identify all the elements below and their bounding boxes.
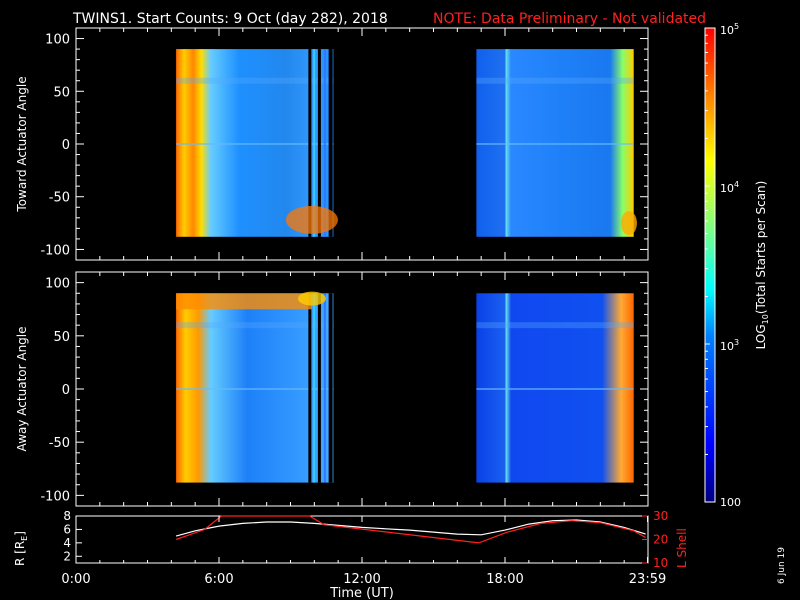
y-tick-label: -50 bbox=[49, 191, 70, 206]
chart-note: NOTE: Data Preliminary - Not validated bbox=[433, 11, 706, 27]
heatmap-hot-spot bbox=[297, 291, 326, 306]
heatmap-gap bbox=[317, 293, 321, 483]
colorbar-tick-label: 105 bbox=[720, 22, 739, 37]
heatmap-zero-band bbox=[176, 143, 334, 145]
x-tick-label: 12:00 bbox=[343, 572, 380, 587]
heatmap-zero-band bbox=[476, 143, 634, 145]
heatmap-gap bbox=[308, 49, 312, 237]
y-tick-label: -100 bbox=[40, 489, 70, 504]
colorbar-label: LOG10(Total Starts per Scan) bbox=[754, 181, 770, 350]
heatmap-block bbox=[176, 49, 334, 237]
heatmap-hot-spot bbox=[285, 205, 338, 234]
y-tick-label: 0 bbox=[62, 138, 70, 153]
y-tick-label: -100 bbox=[40, 243, 70, 258]
ylabel-orbit-r: R [RE] bbox=[13, 531, 29, 566]
ylabel-orbit-lshell: L Shell bbox=[675, 528, 689, 568]
heatmap-gap bbox=[328, 49, 333, 237]
heatmap-band bbox=[476, 77, 634, 84]
x-tick-label: 0:00 bbox=[61, 572, 90, 587]
heatmap-band bbox=[176, 322, 334, 329]
y-tick-label: 6 bbox=[63, 522, 71, 536]
y-tick-label: 100 bbox=[45, 33, 70, 48]
heatmap-gap bbox=[317, 49, 321, 237]
heatmap-gap bbox=[323, 49, 326, 237]
xlabel-time: Time (UT) bbox=[329, 586, 394, 600]
y-tick-label: 50 bbox=[53, 330, 70, 345]
y-tick-label-right: 20 bbox=[653, 533, 668, 547]
heatmap-gap bbox=[313, 49, 316, 237]
x-tick-label: 18:00 bbox=[486, 572, 523, 587]
heatmap-gap bbox=[308, 293, 312, 483]
heatmap-gap bbox=[328, 293, 333, 483]
x-tick-label: 23:59 bbox=[629, 572, 666, 587]
heatmap-block bbox=[476, 293, 634, 483]
y-tick-label: 50 bbox=[53, 85, 70, 100]
heatmap-band bbox=[476, 322, 634, 329]
colorbar-tick-label: 104 bbox=[720, 180, 739, 195]
panel-frame bbox=[75, 515, 649, 564]
ylabel-toward: Toward Actuator Angle bbox=[15, 76, 29, 212]
y-tick-label: 0 bbox=[62, 383, 70, 398]
heatmap-block bbox=[176, 293, 334, 483]
colorbar-tick-label: 100 bbox=[720, 496, 741, 509]
panel-away: 100 50 0 -50 -100 bbox=[40, 271, 649, 507]
heatmap-zero-band bbox=[176, 388, 334, 390]
heatmap-zero-band bbox=[476, 388, 634, 390]
heatmap-hot-spot bbox=[620, 211, 637, 236]
series-radius-line bbox=[175, 519, 646, 537]
y-tick-label: -50 bbox=[49, 436, 70, 451]
colorbar-tick-label: 103 bbox=[720, 338, 739, 353]
ylabel-away: Away Actuator Angle bbox=[15, 326, 29, 451]
chart-title: TWINS1. Start Counts: 9 Oct (day 282), 2… bbox=[72, 11, 388, 27]
y-tick-label: 8 bbox=[63, 509, 71, 523]
heatmap-block bbox=[476, 49, 634, 237]
panel-toward: 100 50 0 -50 -100 bbox=[40, 27, 649, 261]
y-tick-label-right: 10 bbox=[653, 556, 668, 570]
y-tick-label-right: 30 bbox=[653, 509, 668, 523]
y-tick-label: 4 bbox=[63, 536, 71, 550]
footer-date: 6 Jun 19 bbox=[777, 547, 787, 584]
heatmap-gap bbox=[323, 293, 326, 483]
x-tick-label: 6:00 bbox=[204, 572, 233, 587]
heatmap-band bbox=[176, 77, 334, 84]
colorbar: 105 104 103 100 bbox=[704, 22, 741, 509]
y-tick-label: 100 bbox=[45, 277, 70, 292]
heatmap-gap bbox=[313, 293, 316, 483]
heatmap-hot-spot bbox=[176, 293, 312, 310]
y-tick-label: 2 bbox=[63, 549, 71, 563]
